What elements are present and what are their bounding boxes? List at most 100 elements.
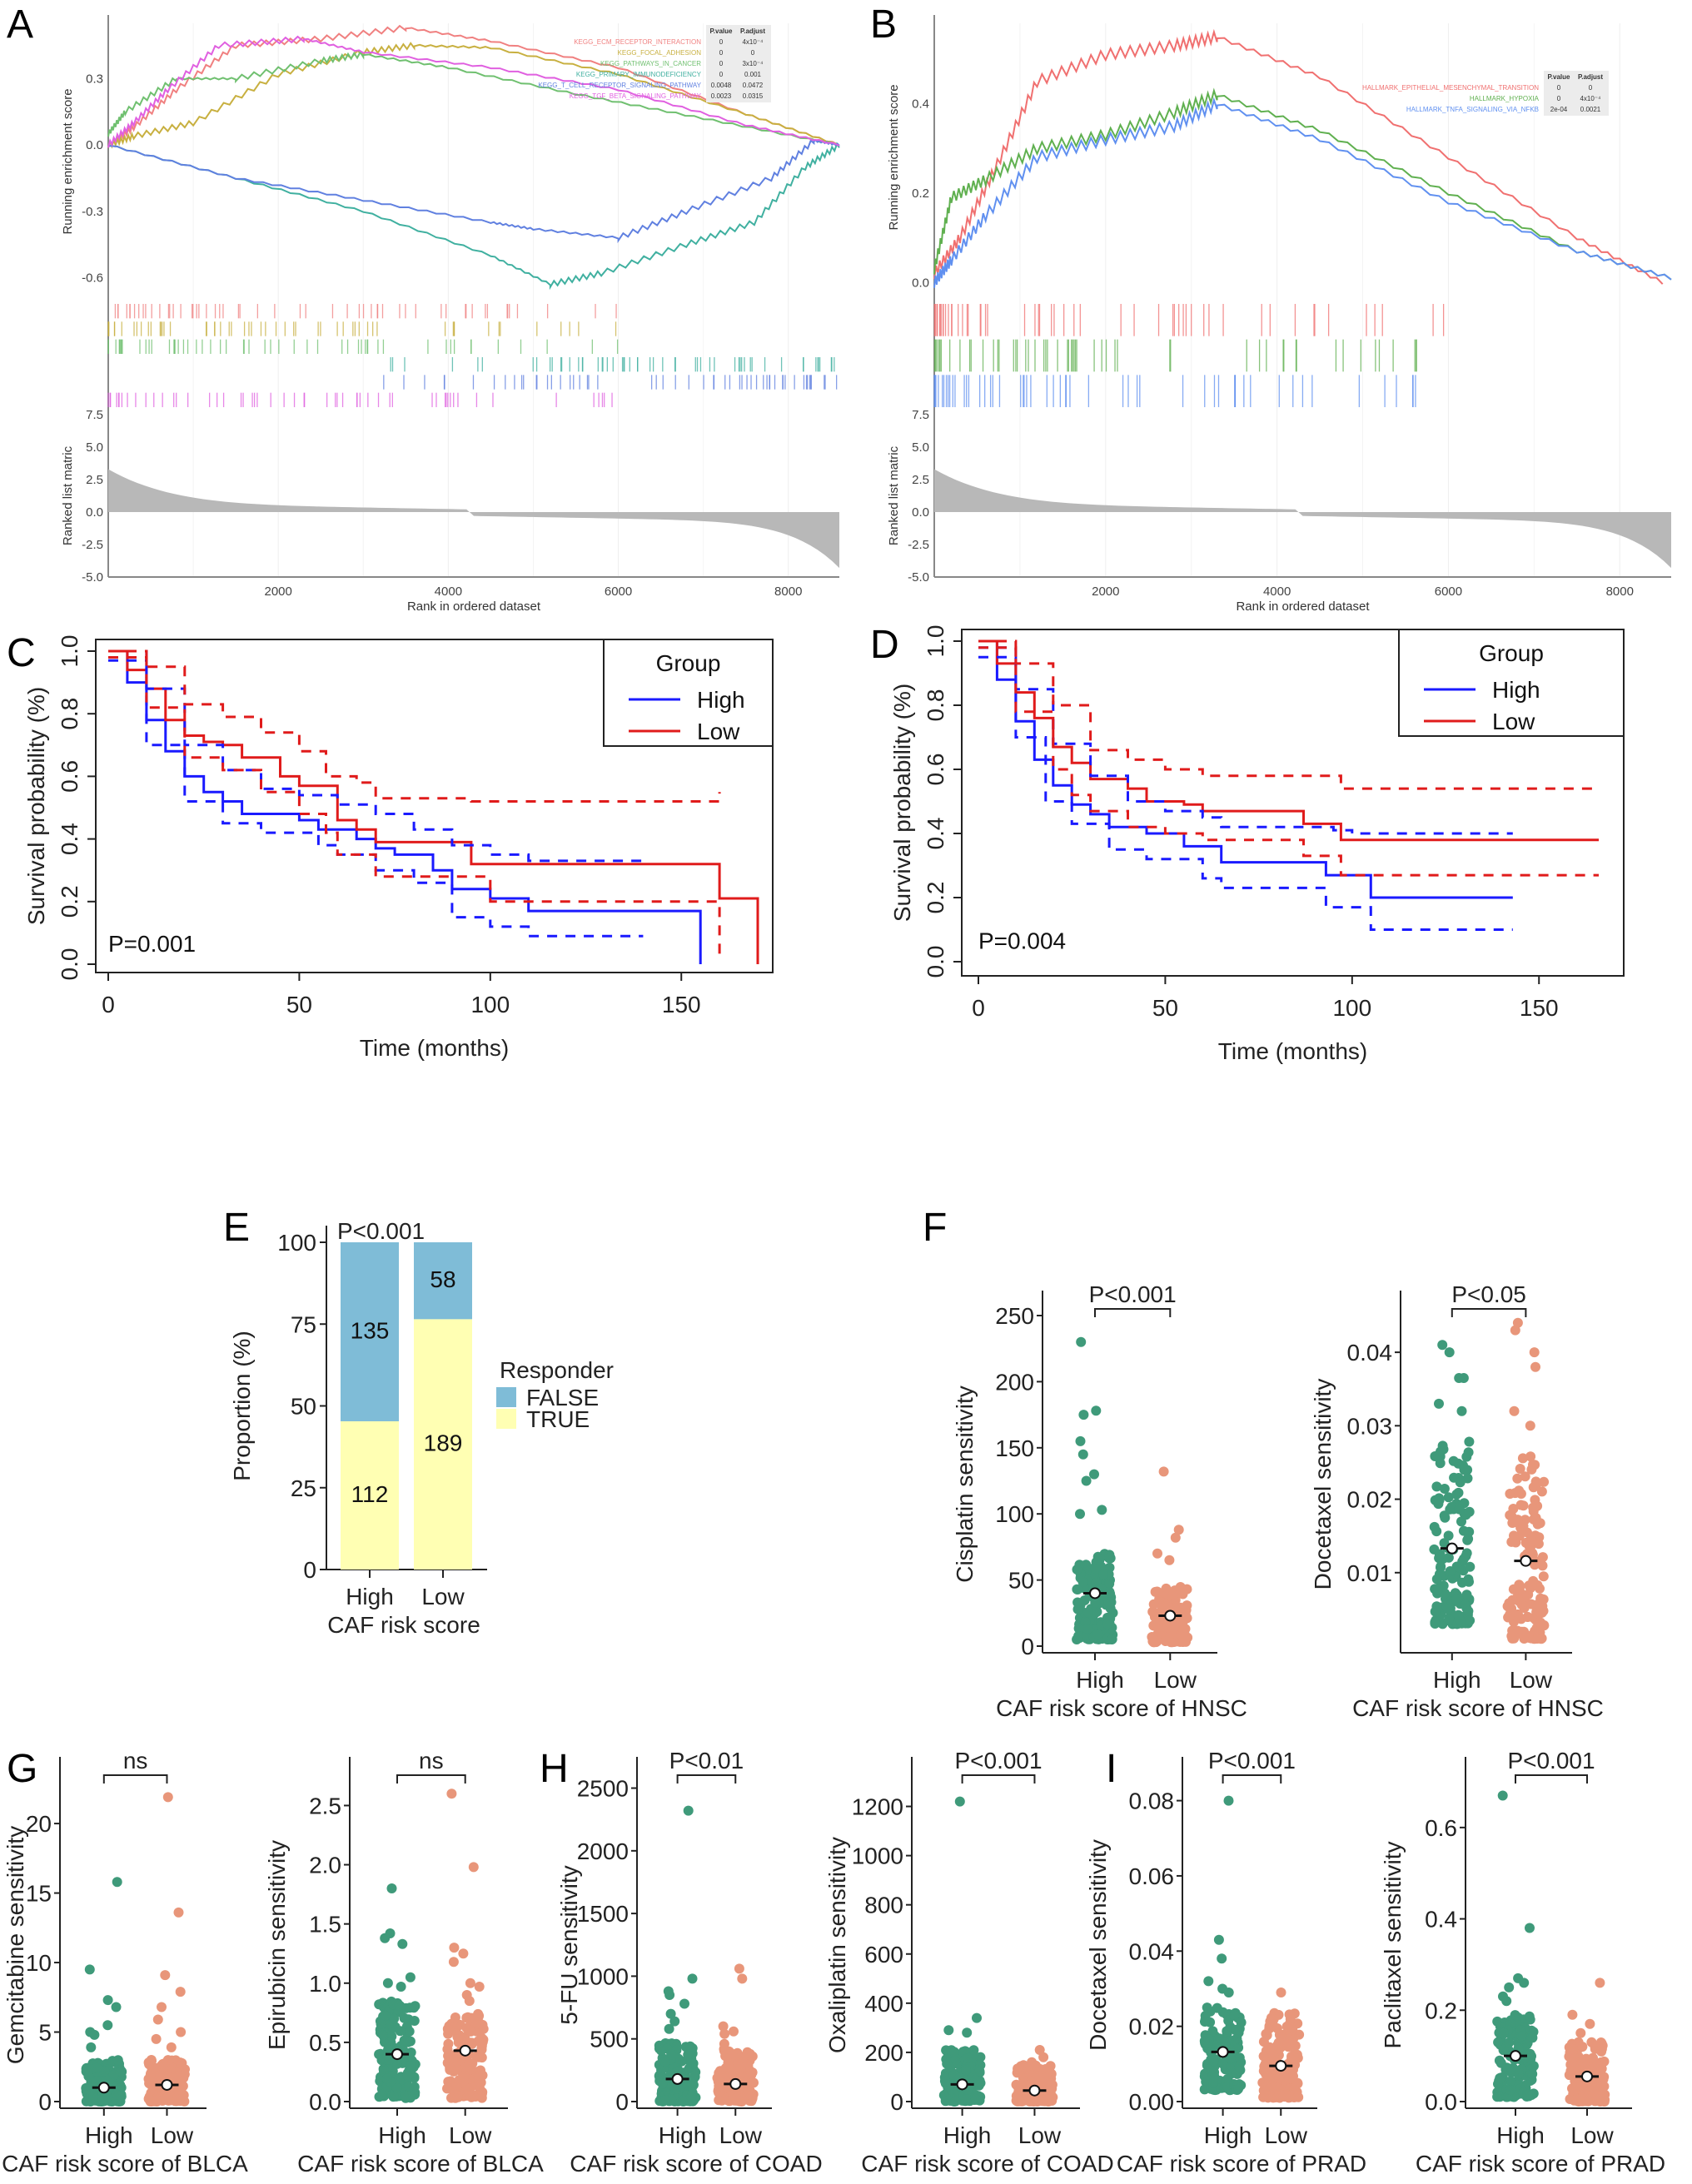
gsea-chart-a: 0.3 0.0 -0.3 -0.6 Running enrichment score 7.… — [61, 15, 840, 614]
outlier-point — [1595, 1978, 1605, 1988]
y-axis-title: Running enrichment score — [887, 84, 901, 230]
data-point — [1178, 1624, 1189, 1635]
outlier-point — [954, 1796, 965, 1807]
plot-frame — [95, 639, 774, 973]
y-axis-title: Proportion (%) — [229, 1331, 255, 1481]
data-point — [395, 2026, 406, 2037]
data-point — [747, 2051, 758, 2062]
data-point — [1233, 2083, 1243, 2094]
y2-tick-label: 0.0 — [912, 505, 929, 520]
outlier-point — [1276, 1987, 1286, 1997]
significance-label: P<0.001 — [1089, 1281, 1177, 1307]
data-point — [1461, 1589, 1472, 1600]
data-point — [723, 2068, 734, 2079]
data-point — [1440, 1512, 1451, 1523]
data-point — [1522, 1612, 1533, 1622]
data-point — [378, 2030, 388, 2041]
y-tick-label: 0.0 — [86, 138, 103, 152]
outlier-point — [111, 2002, 122, 2012]
x-tick-label: Low — [1510, 1667, 1553, 1693]
table-header-pvalue: P.value — [710, 27, 734, 35]
outlier-point — [176, 2027, 187, 2037]
data-point — [477, 2034, 488, 2045]
outlier-point — [380, 1933, 391, 1943]
data-point — [1538, 1571, 1549, 1582]
data-point — [1493, 2037, 1504, 2047]
data-point — [683, 2049, 694, 2060]
gsea-chart-b: 0.4 0.2 0.0 Running enrichment score 7.5 5.0 2… — [887, 15, 1672, 614]
data-point — [116, 2091, 127, 2102]
y-tick-label: 0.4 — [57, 823, 82, 855]
data-point — [1168, 1589, 1179, 1600]
legend-pvalue: 0 — [1557, 84, 1561, 92]
median-marker — [1510, 2050, 1521, 2062]
outlier-point — [1077, 1449, 1088, 1460]
data-point — [1107, 1634, 1117, 1644]
data-point — [1536, 1486, 1547, 1497]
data-point — [1104, 1579, 1115, 1589]
data-point — [1082, 1624, 1092, 1634]
data-point — [1289, 2008, 1300, 2019]
median-marker — [1581, 2070, 1593, 2082]
y-tick-label: 15 — [26, 1881, 52, 1907]
x-axis-title: Rank in ordered dataset — [1236, 599, 1370, 614]
data-point — [144, 2059, 155, 2070]
y-tick-label: 0 — [303, 1557, 316, 1583]
significance-bracket — [1094, 1308, 1172, 1317]
legend-title: Group — [1479, 640, 1544, 666]
y-axis-title: Docetaxel sensitivity — [1085, 1839, 1111, 2051]
data-point — [1464, 1506, 1475, 1517]
data-point — [1453, 1609, 1464, 1620]
data-point — [1271, 2087, 1281, 2097]
data-point — [383, 2045, 393, 2055]
data-point — [88, 2092, 99, 2102]
data-point — [404, 2026, 415, 2037]
outlier-point — [173, 1907, 184, 1918]
outlier-point — [1173, 1525, 1184, 1535]
x-tick-label: 4000 — [435, 585, 462, 599]
data-point — [465, 2064, 475, 2075]
data-point — [1462, 1535, 1473, 1545]
y-tick-label: 0.06 — [1129, 1863, 1175, 1889]
data-point — [1443, 1552, 1454, 1563]
y-axis-title: Epirubicin sensitivity — [264, 1840, 290, 2050]
data-point — [963, 2052, 973, 2063]
data-point — [1577, 2042, 1588, 2052]
data-point — [1519, 1626, 1530, 1637]
data-point — [1525, 1451, 1536, 1462]
enrichment-line — [107, 142, 840, 291]
median-marker — [97, 2082, 110, 2094]
data-point — [1445, 1566, 1456, 1576]
data-point — [99, 2066, 110, 2077]
data-point — [1465, 1615, 1476, 1626]
scatter-chart-g-epirubicin: 0.0 0.5 1.0 1.5 2.0 2.5 Epirubicin sensitivity… — [264, 1748, 544, 2177]
y2-tick-label: 2.5 — [86, 473, 103, 487]
outlier-point — [1091, 1405, 1102, 1416]
data-point — [1439, 1484, 1450, 1494]
x-tick-label: High — [378, 2122, 426, 2148]
outlier-point — [943, 2025, 954, 2036]
data-point — [389, 2013, 400, 2024]
x-tick-label: Low — [151, 2122, 194, 2148]
y-tick-label: 20 — [26, 1811, 52, 1837]
data-point — [1455, 1477, 1466, 1488]
data-point — [443, 2025, 454, 2036]
y-tick-label: 150 — [995, 1435, 1034, 1461]
y2-tick-label: 7.5 — [86, 408, 103, 422]
y-tick-label: 1.0 — [923, 625, 948, 658]
data-point — [1177, 1589, 1188, 1599]
legend-pathway-name: HALLMARK_HYPOXIA — [1470, 95, 1540, 102]
outlier-point — [162, 1792, 173, 1803]
median-marker — [459, 2044, 471, 2057]
data-point — [381, 2073, 392, 2084]
data-point — [466, 2038, 477, 2049]
legend-label-high: High — [1492, 677, 1540, 703]
outlier-point — [1076, 1336, 1087, 1347]
data-point — [1463, 1606, 1474, 1616]
data-point — [160, 2093, 171, 2103]
data-point — [1222, 2026, 1232, 2037]
y-axis-title: 5-FU sensitivity — [556, 1865, 582, 2024]
data-point — [1565, 2066, 1576, 2077]
outlier-point — [102, 1995, 113, 2006]
data-point — [1160, 1636, 1171, 1646]
